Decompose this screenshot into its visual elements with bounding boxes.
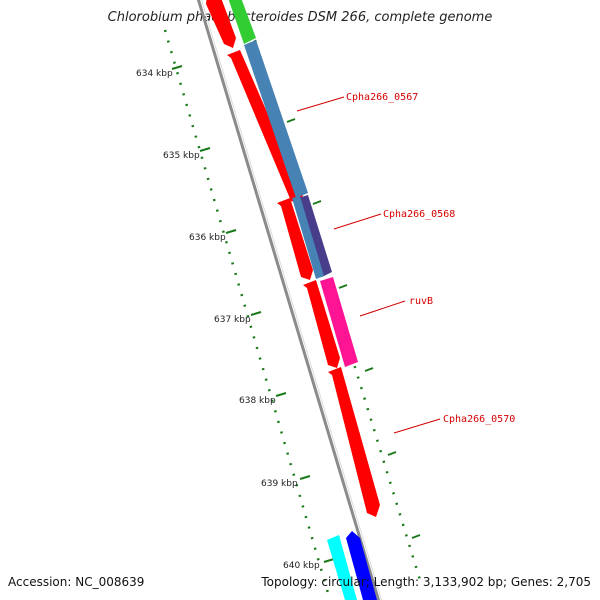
leader-ruvb [359, 300, 406, 317]
gene-arrow-green[interactable] [227, 0, 256, 44]
gene-arrow-red[interactable] [303, 280, 340, 368]
gene-label-cpha266-0568[interactable]: Cpha266_0568 [383, 209, 455, 220]
genome-summary: Topology: circular; Length: 3,133,902 bp… [261, 575, 591, 589]
tick-637 [250, 311, 262, 316]
gene-box-cpha266-0568[interactable] [298, 195, 332, 277]
scale-label-637: 637 kbp [214, 315, 251, 325]
gene-arrow-red[interactable] [277, 198, 313, 280]
outer-dash [364, 367, 374, 372]
gene-arrow-cyan[interactable] [327, 535, 357, 600]
tick-639 [299, 475, 311, 480]
gene-arrow-blue[interactable] [346, 531, 377, 600]
scale-ticks [171, 65, 335, 563]
gene-label-leaders [296, 96, 441, 434]
outer-dash [411, 534, 421, 539]
tick-634 [171, 65, 183, 70]
outer-dash [387, 451, 397, 456]
gene-arrow-red[interactable] [328, 367, 380, 517]
gene-box-cpha266-0567[interactable] [244, 40, 308, 198]
scale-label-640: 640 kbp [283, 561, 320, 571]
tick-638 [275, 392, 287, 397]
genome-backbone-highlight [200, 0, 383, 600]
scale-label-636: 636 kbp [189, 233, 226, 243]
leader-cpha266-0570 [393, 418, 441, 434]
genome-backbone [196, 0, 381, 600]
scale-label-639: 639 kbp [261, 479, 298, 489]
tick-640 [323, 558, 335, 563]
accession-label: Accession: NC_008639 [8, 575, 145, 589]
gene-arrow-red[interactable] [206, 0, 236, 48]
scale-label-634: 634 kbp [136, 69, 173, 79]
leader-cpha266-0567 [296, 96, 345, 112]
outer-ring-dashes [286, 118, 421, 539]
gene-label-cpha266-0570[interactable]: Cpha266_0570 [443, 414, 515, 425]
tick-636 [225, 229, 237, 234]
gene-label-ruvb[interactable]: ruvB [409, 296, 433, 307]
scale-label-638: 638 kbp [239, 396, 276, 406]
scale-label-635: 635 kbp [163, 151, 200, 161]
tick-635 [199, 147, 211, 152]
leader-cpha266-0568 [333, 213, 382, 230]
gene-label-cpha266-0567[interactable]: Cpha266_0567 [346, 92, 418, 103]
gene-box-cpha266-0568-tail[interactable] [292, 196, 324, 279]
outer-dash [286, 118, 296, 123]
gene-arrow-red[interactable] [227, 50, 303, 204]
gene-box-ruvb[interactable] [320, 277, 358, 367]
outer-dash [312, 200, 322, 205]
outer-dash [338, 284, 348, 289]
inner-strand-genes [206, 0, 380, 600]
outer-strand-genes [227, 0, 358, 367]
